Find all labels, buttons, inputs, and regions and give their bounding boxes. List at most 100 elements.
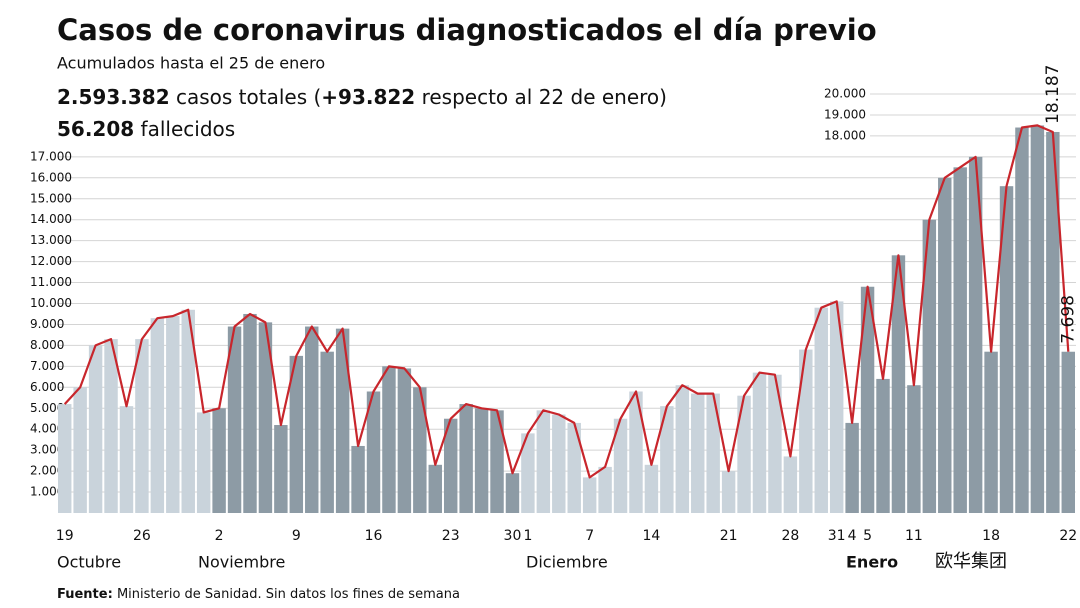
- totals-line: 2.593.382 casos totales (+93.822 respect…: [57, 85, 667, 109]
- y-tick-label: 10.000: [30, 296, 72, 310]
- bar: [305, 326, 319, 513]
- bar: [397, 368, 412, 513]
- y-tick-label: 17.000: [30, 149, 72, 163]
- increase-text: respecto al 22 de enero): [422, 85, 667, 109]
- bar: [629, 391, 643, 513]
- bar: [660, 406, 674, 513]
- bar: [582, 477, 597, 513]
- bar: [474, 408, 489, 513]
- x-tick-label: 22: [1059, 528, 1077, 544]
- bar: [1015, 127, 1029, 514]
- bar: [737, 395, 751, 513]
- bar: [999, 186, 1014, 513]
- subtitle: Acumulados hasta el 25 de enero: [57, 54, 325, 73]
- month-label: Enero: [846, 553, 898, 572]
- bar: [552, 414, 566, 513]
- x-tick-label: 16: [365, 528, 383, 544]
- y-tick-label: 11.000: [30, 275, 72, 289]
- deaths-line: 56.208 fallecidos: [57, 117, 235, 141]
- bar: [691, 393, 705, 513]
- y-tick-label: 19.000: [824, 107, 866, 121]
- value-label: 18.187: [1043, 64, 1063, 123]
- bar: [150, 318, 165, 513]
- x-tick-label: 14: [643, 528, 661, 544]
- bar: [706, 393, 720, 513]
- bar: [953, 167, 967, 513]
- bar: [274, 425, 288, 513]
- y-tick-label: 16.000: [30, 170, 72, 184]
- bar: [1061, 351, 1075, 513]
- deaths-text: fallecidos: [141, 117, 236, 141]
- bar: [243, 313, 257, 513]
- bar: [104, 339, 118, 513]
- y-tick-label: 12.000: [30, 254, 72, 268]
- bar: [876, 378, 890, 513]
- x-tick-label: 19: [56, 528, 74, 544]
- source-line: Fuente: Ministerio de Sanidad. Sin datos…: [57, 587, 460, 602]
- bar: [644, 464, 659, 513]
- month-label: Noviembre: [198, 553, 285, 572]
- bar: [289, 355, 304, 513]
- x-tick-label: 9: [292, 528, 301, 544]
- bar: [88, 345, 103, 513]
- total-text: casos totales (: [176, 85, 321, 109]
- y-tick-label: 20.000: [824, 87, 866, 101]
- month-label: Octubre: [57, 553, 121, 572]
- value-label: 7.698: [1058, 295, 1078, 344]
- trend-line: [63, 124, 1070, 479]
- bar: [598, 466, 612, 513]
- x-tick-label: 4: [848, 528, 857, 544]
- bar: [814, 307, 828, 513]
- bar: [567, 422, 581, 513]
- bar: [845, 422, 859, 513]
- bar: [490, 410, 504, 513]
- bar: [73, 387, 87, 513]
- x-tick-label: 21: [720, 528, 738, 544]
- bar: [768, 374, 782, 513]
- chart-title: Casos de coronavirus diagnosticados el d…: [57, 13, 877, 47]
- increase: +93.822: [321, 85, 415, 109]
- bar: [752, 372, 767, 513]
- x-tick-label: 31: [828, 528, 846, 544]
- bar: [366, 391, 381, 513]
- bar: [783, 456, 798, 513]
- source: Ministerio de Sanidad. Sin datos los fin…: [117, 587, 460, 602]
- source-label: Fuente:: [57, 587, 113, 602]
- bar: [907, 385, 921, 513]
- bar: [984, 351, 998, 513]
- bar: [1046, 131, 1060, 513]
- y-tick-label: 8.000: [30, 338, 64, 352]
- y-tick-label: 18.000: [824, 128, 866, 142]
- y-tick-label: 7.000: [30, 359, 64, 373]
- bar: [166, 316, 180, 513]
- bar: [258, 322, 273, 513]
- bar: [459, 404, 473, 513]
- bar: [505, 473, 520, 513]
- y-tick-label: 6.000: [30, 380, 64, 394]
- bar: [721, 471, 736, 513]
- y-tick-label: 13.000: [30, 233, 72, 247]
- x-tick-label: 5: [863, 528, 872, 544]
- bar: [829, 301, 844, 513]
- x-tick-label: 23: [442, 528, 460, 544]
- y-tick-label: 15.000: [30, 191, 72, 205]
- y-tick-label: 9.000: [30, 317, 64, 331]
- bar: [382, 366, 396, 513]
- grid: [57, 93, 1076, 493]
- bar: [1030, 125, 1045, 514]
- bar: [227, 326, 242, 513]
- bar: [922, 219, 937, 513]
- deaths: 56.208: [57, 117, 134, 141]
- bar: [613, 418, 628, 513]
- bar: [443, 418, 458, 513]
- month-label: Diciembre: [526, 553, 608, 572]
- y-tick-label: 4.000: [30, 422, 64, 436]
- x-tick-label: 11: [905, 528, 923, 544]
- y-tick-label: 1.000: [30, 485, 64, 499]
- bar: [521, 433, 535, 513]
- bar: [799, 349, 813, 513]
- bar: [968, 156, 983, 513]
- total: 2.593.382: [57, 85, 170, 109]
- bar: [891, 255, 906, 513]
